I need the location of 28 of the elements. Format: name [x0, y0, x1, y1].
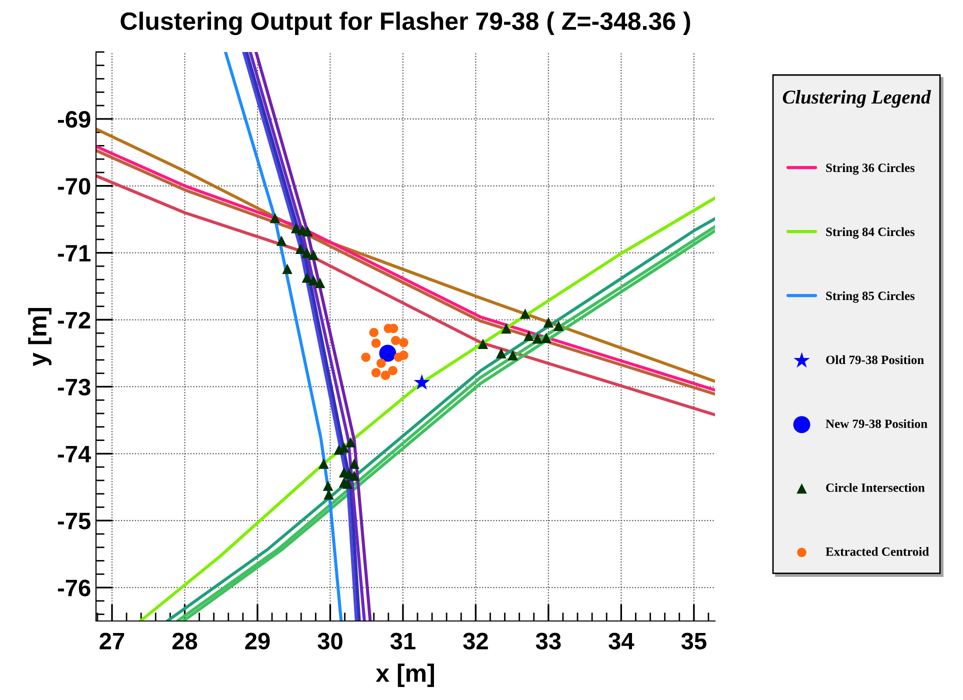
y-tick-label: -74	[58, 446, 92, 462]
y-axis-title: y [m]	[28, 308, 52, 366]
legend-title: Clustering Legend	[782, 90, 932, 108]
x-tick-label: 27	[100, 632, 124, 650]
x-tick-label: 29	[245, 632, 270, 650]
y-tick-label: -76	[58, 580, 90, 596]
x-tick-label: 30	[318, 632, 342, 650]
x-tick-label: 31	[390, 632, 416, 650]
y-tick-label: -71	[58, 245, 90, 262]
x-axis-title: x [m]	[376, 664, 434, 687]
chart-title: Clustering Output for Flasher 79-38 ( Z=-348.36 )	[120, 12, 690, 36]
legend-label: New 79-38 Position	[826, 419, 928, 428]
x-tick-label: 35	[681, 632, 706, 650]
y-tick-label: -75	[58, 512, 90, 530]
x-tick-label: 32	[463, 632, 488, 650]
y-tick-label: -70	[58, 178, 90, 195]
legend-label: String 36 Circles	[826, 163, 915, 175]
y-tick-label: -69	[58, 111, 90, 128]
y-tick-label: -73	[58, 378, 90, 396]
y-tick-label: -72	[58, 312, 90, 328]
x-tick-label: 33	[536, 632, 561, 650]
legend-label: String 85 Circles	[826, 291, 915, 303]
legend-label: String 84 Circles	[826, 227, 915, 239]
legend-label: Circle Intersection	[826, 483, 925, 492]
legend-label: Old 79-38 Position	[826, 355, 924, 364]
x-tick-label: 28	[172, 632, 198, 650]
x-tick-label: 34	[608, 632, 634, 650]
legend-label: Extracted Centroid	[826, 547, 929, 556]
